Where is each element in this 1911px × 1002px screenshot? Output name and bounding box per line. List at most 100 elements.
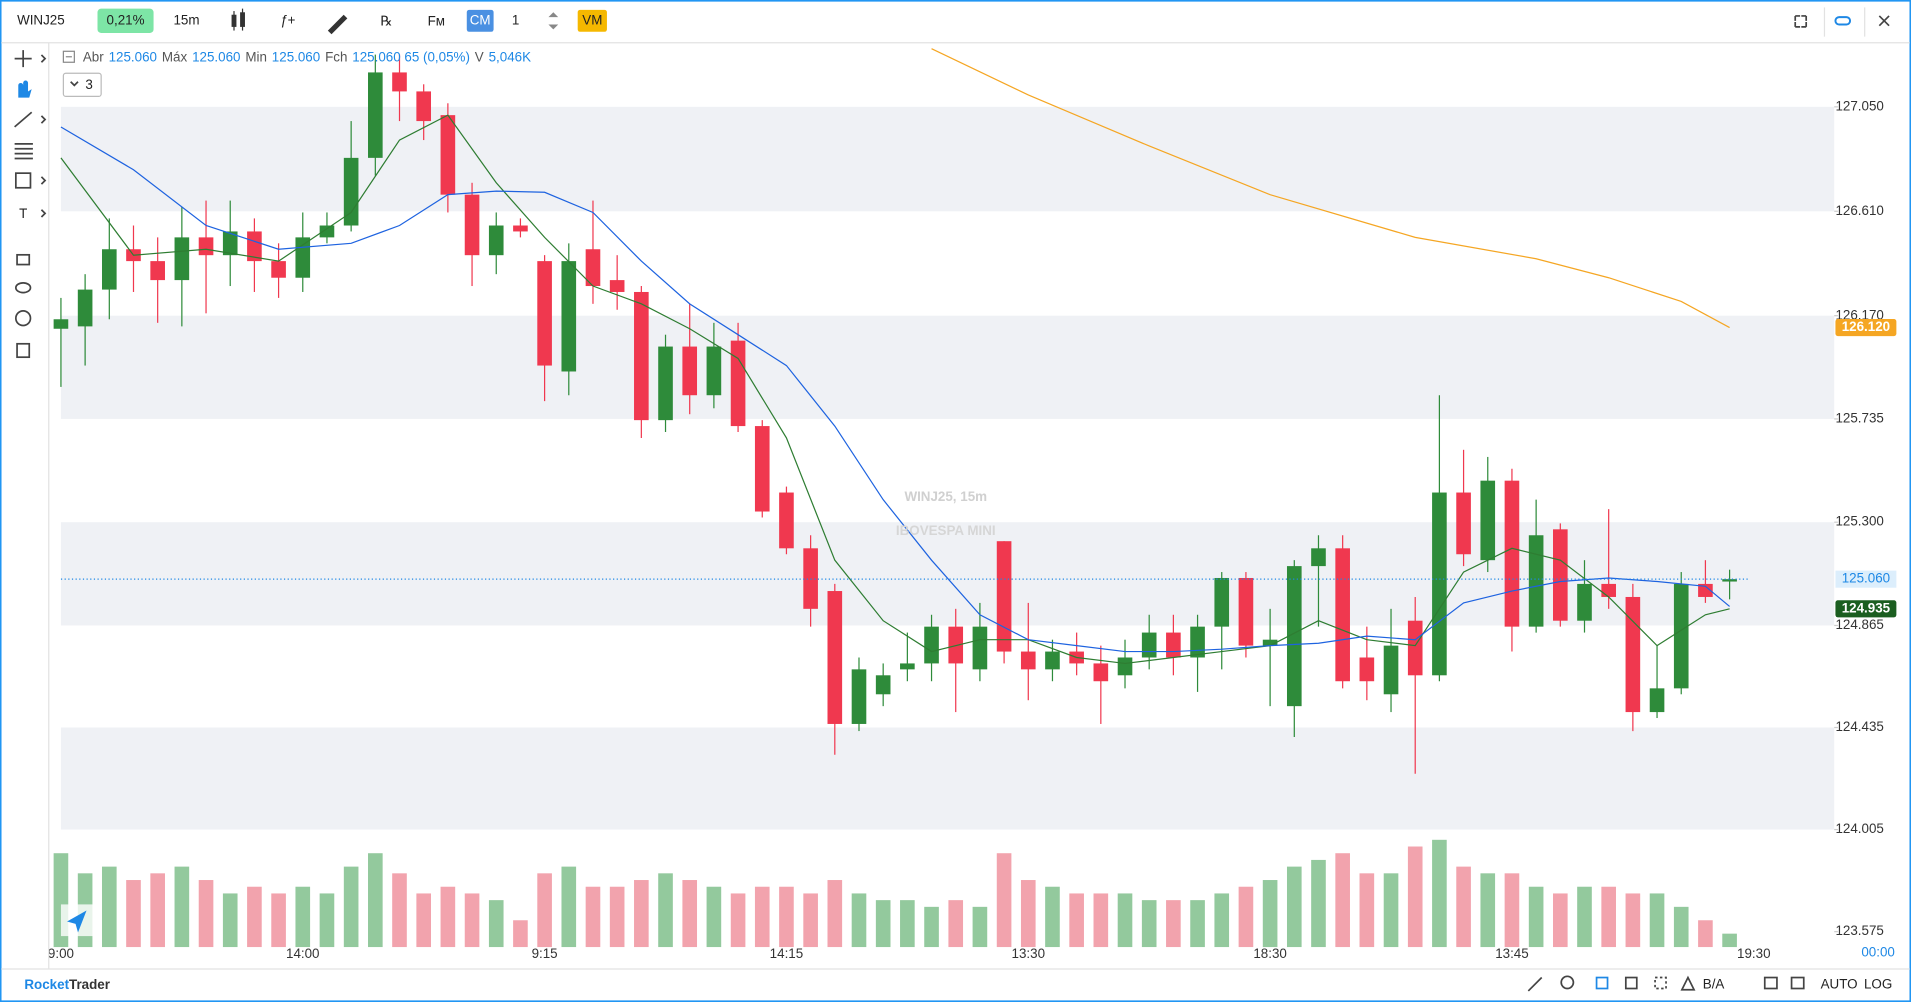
indicator-icon[interactable]: ƒ+ <box>280 12 295 27</box>
candle-body <box>1383 645 1399 695</box>
change-pill <box>97 8 154 33</box>
volume-bar <box>126 880 141 948</box>
grid-icon[interactable] <box>1654 976 1667 990</box>
volume-bar <box>1359 873 1375 948</box>
candle-body <box>77 289 93 327</box>
candle-body <box>222 231 238 256</box>
lines-tool[interactable] <box>14 143 33 160</box>
candle-body <box>875 675 891 695</box>
volume-bar <box>368 853 383 948</box>
candle-body <box>1238 577 1254 646</box>
volume-bar <box>537 873 552 948</box>
fm-icon[interactable]: Fᴍ <box>428 14 445 29</box>
cm-button[interactable]: CM <box>470 12 491 27</box>
volume-bar <box>1649 893 1665 948</box>
volume-bar <box>198 880 214 948</box>
text-tool[interactable]: T <box>19 206 27 221</box>
volume-bar <box>730 893 746 948</box>
count[interactable]: 1 <box>512 12 519 27</box>
eye-icon[interactable] <box>14 281 32 294</box>
candle-body <box>996 541 1012 652</box>
candle-body <box>924 626 939 664</box>
candle-body <box>1407 620 1423 676</box>
volume-bar <box>222 893 238 948</box>
x-tick-label: 14:00 <box>286 946 320 961</box>
study-count-box[interactable] <box>62 72 102 97</box>
ruler-icon[interactable] <box>1527 976 1543 992</box>
hand-tool[interactable] <box>18 80 32 98</box>
volume-bar <box>1504 873 1520 948</box>
link-icon[interactable] <box>1834 16 1852 26</box>
volume-bar <box>1698 920 1713 948</box>
rx-icon[interactable]: ℞ <box>380 14 392 29</box>
study-count: 3 <box>85 77 92 92</box>
nav-arrow[interactable] <box>67 910 87 933</box>
header-value: 125.060 <box>109 49 157 64</box>
chevron <box>70 81 79 87</box>
candle-body <box>53 319 69 329</box>
trash-icon[interactable] <box>16 342 31 359</box>
candle-body <box>1528 535 1544 627</box>
watermark-subtitle: IBOVESPA MINI <box>896 523 996 538</box>
ba-toggle[interactable]: B/A <box>1703 976 1725 991</box>
candle-body <box>343 157 359 226</box>
volume-bar <box>948 900 964 948</box>
volume-bar <box>1166 900 1181 948</box>
y-tick-label: 126.610 <box>1835 203 1883 218</box>
volume-bar <box>1577 886 1592 948</box>
close-icon[interactable] <box>1878 15 1890 27</box>
rect-tool[interactable] <box>14 172 32 189</box>
volume-bar <box>247 886 262 948</box>
change[interactable]: 0,21% <box>107 12 145 27</box>
candle-body <box>1141 632 1157 658</box>
header-value: 125.060 65 (0,05%) <box>352 49 470 64</box>
volume-bar <box>343 866 359 948</box>
volume-bar <box>1407 846 1423 948</box>
vm-button[interactable]: VM <box>582 12 602 27</box>
candles-icon[interactable] <box>1624 976 1638 990</box>
candle-body <box>1456 492 1471 555</box>
help-icon[interactable] <box>14 310 32 327</box>
volume-bar <box>609 886 625 948</box>
auto-toggle[interactable]: AUTO <box>1821 976 1858 991</box>
spinner[interactable] <box>548 12 559 30</box>
candle-body <box>1286 566 1302 707</box>
candle-body <box>682 346 698 396</box>
price-tag-bg <box>1835 600 1897 618</box>
candle-body <box>392 72 407 92</box>
y-tick-label: 125.300 <box>1835 514 1883 529</box>
candle-body <box>634 291 649 421</box>
log-toggle[interactable]: LOG <box>1864 976 1892 991</box>
y-tick-label: 126.170 <box>1835 307 1883 322</box>
x-tick-label: 13:30 <box>1012 946 1046 961</box>
symbol[interactable]: WINJ25 <box>17 12 65 27</box>
vm-box <box>577 9 607 32</box>
volume-bar <box>1311 859 1326 948</box>
zoom-icon[interactable] <box>1560 975 1575 990</box>
candle-body <box>754 426 770 512</box>
panel-icon[interactable] <box>1763 976 1778 990</box>
volume-bar <box>1601 886 1616 948</box>
bars-icon[interactable] <box>1595 976 1609 990</box>
interval[interactable]: 15m <box>173 12 199 27</box>
panel-icon[interactable] <box>1790 976 1805 990</box>
price-tag: 125.060 <box>1842 571 1890 586</box>
collapse-box[interactable] <box>62 50 75 63</box>
crosshair-tool[interactable] <box>14 50 32 68</box>
candle-body <box>295 237 311 278</box>
candle-icon[interactable] <box>231 8 245 31</box>
line-tool[interactable] <box>14 111 33 128</box>
moving-average <box>931 48 1730 329</box>
volume-bar <box>1069 893 1084 948</box>
expand-icon[interactable] <box>1794 15 1808 28</box>
volume-bar <box>392 873 407 948</box>
volume-bar <box>1625 893 1641 948</box>
volume-bar <box>1432 839 1447 948</box>
y-tick-label: 124.865 <box>1835 617 1883 632</box>
x-tick-label: 14:15 <box>770 946 804 961</box>
tri-icon[interactable] <box>1680 975 1696 991</box>
lock-icon[interactable] <box>16 253 31 266</box>
pencil-icon[interactable] <box>327 14 348 35</box>
candle-body <box>1359 657 1375 682</box>
